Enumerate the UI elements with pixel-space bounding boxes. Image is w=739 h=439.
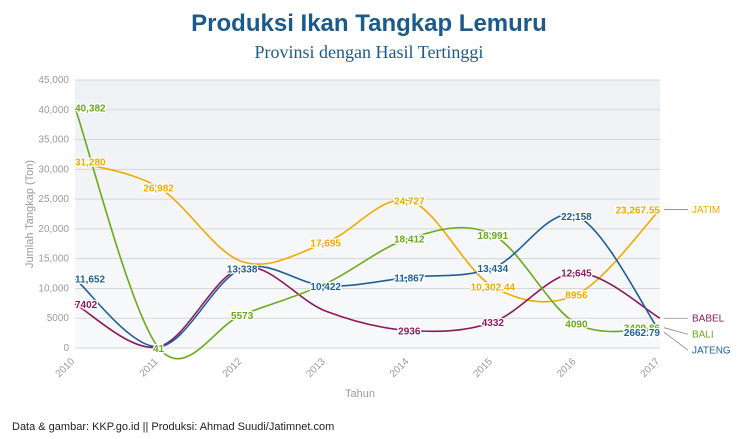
data-label-bali: 40,382 — [75, 104, 106, 115]
data-label-babel: 4332 — [482, 318, 505, 329]
y-tick-label: 25,000 — [38, 194, 69, 205]
x-tick-label: 2014 — [388, 356, 412, 380]
data-label-bali: 3409.86 — [624, 324, 661, 335]
x-tick-label: 2011 — [138, 356, 161, 379]
y-tick-label: 15,000 — [38, 254, 69, 265]
data-label-bali: 41 — [153, 344, 165, 355]
data-label-bali: 4090 — [565, 320, 588, 331]
series-label-bali: BALI — [692, 330, 714, 341]
data-label-jatim: 23,267.55 — [616, 205, 661, 216]
chart-subtitle: Provinsi dengan Hasil Tertinggi — [255, 42, 484, 62]
data-label-jatim: 8956 — [565, 291, 588, 302]
y-tick-labels: 0 5000 10,000 15,000 20,000 25,000 30,000 35,00… — [38, 75, 69, 354]
data-label-bali: 18,991 — [478, 231, 509, 242]
chart-title: Produksi Ikan Tangkap Lemuru — [191, 10, 547, 37]
y-tick-label: 20,000 — [38, 224, 69, 235]
y-tick-label: 40,000 — [38, 105, 69, 116]
data-label-jateng: 2662.79 — [624, 328, 661, 339]
series-line-babel — [74, 266, 661, 349]
data-label-jateng: 11,652 — [75, 275, 105, 286]
series-line-bali — [74, 107, 661, 360]
x-axis-label: Tahun — [345, 388, 375, 400]
series-label-jateng: JATENG — [692, 346, 731, 357]
data-label-jateng: 22,158 — [561, 212, 592, 223]
data-label-jateng: 11,867 — [394, 273, 424, 284]
data-label-jatim: 24,727 — [394, 197, 425, 208]
x-tick-label: 2013 — [304, 356, 328, 380]
y-tick-label: 10,000 — [38, 283, 69, 294]
y-tick-label: 5000 — [47, 313, 70, 324]
leader-line-jateng — [663, 331, 689, 351]
y-tick-label: 0 — [63, 343, 69, 354]
data-label-jateng: 13,434 — [478, 264, 509, 275]
gridlines — [75, 79, 660, 349]
data-label-jatim: 31,280 — [75, 158, 106, 169]
data-label-jateng: 10,422 — [310, 282, 341, 293]
series-end-labels: JATIM BABEL BALI JATENG — [663, 205, 731, 357]
footer-credit: Data & gambar: KKP.go.id || Produksi: Ah… — [12, 421, 334, 433]
data-label-jatim: 17,695 — [310, 239, 341, 250]
series-line-jateng — [74, 213, 661, 348]
y-tick-label: 35,000 — [38, 135, 69, 146]
x-tick-label: 2016 — [555, 356, 579, 380]
data-label-jateng: 13,338 — [227, 265, 258, 276]
data-labels: 31,280 26,982 17,695 24,727 10,302.44 8956 23,… — [74, 102, 662, 356]
series-line-jatim — [74, 160, 661, 303]
data-label-babel: 7402 — [75, 300, 98, 311]
plot-background — [75, 80, 660, 348]
series-label-babel: BABEL — [692, 314, 725, 325]
data-label-babel: 12,645 — [561, 269, 592, 280]
leader-line-bali — [663, 327, 689, 335]
data-label-bali: 5573 — [231, 311, 254, 322]
data-label-bali: 18,412 — [394, 234, 425, 245]
y-tick-label: 30,000 — [38, 164, 69, 175]
x-tick-label: 2010 — [54, 356, 78, 380]
series-label-jatim: JATIM — [692, 205, 720, 216]
y-axis-label: Jumlah Tangkap (Ton) — [24, 160, 36, 268]
x-tick-label: 2012 — [221, 356, 245, 380]
y-tick-label: 45,000 — [38, 75, 69, 86]
x-tick-label: 2017 — [639, 356, 663, 380]
data-label-jatim: 26,982 — [143, 183, 174, 194]
data-label-babel: 2936 — [398, 327, 421, 338]
x-tick-label: 2015 — [471, 356, 495, 380]
x-tick-labels: 2010 2011 2012 2013 2014 2015 2016 2017 — [54, 356, 663, 380]
data-label-jatim: 10,302.44 — [471, 283, 516, 294]
series-lines — [74, 107, 661, 360]
